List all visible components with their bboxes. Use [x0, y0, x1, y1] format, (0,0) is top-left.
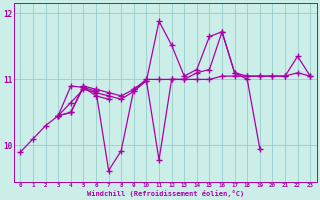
X-axis label: Windchill (Refroidissement éolien,°C): Windchill (Refroidissement éolien,°C) — [87, 190, 244, 197]
